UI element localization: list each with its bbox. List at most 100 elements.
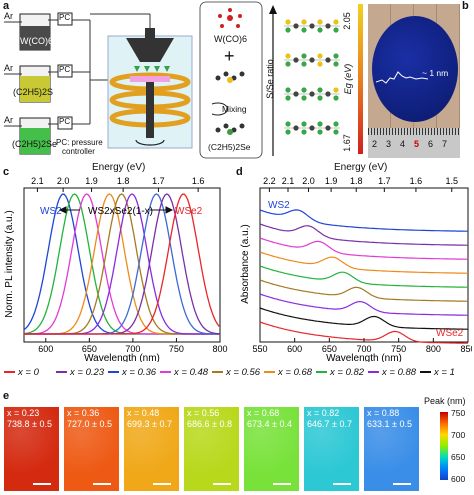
d-etick-label-5: 1.7 xyxy=(378,176,391,186)
legend-swatch xyxy=(316,371,327,374)
legend-swatch xyxy=(212,371,223,374)
legend-swatch xyxy=(56,371,67,374)
pl-map-tile: x = 0.48 699.3 ± 0.7 xyxy=(124,407,179,491)
bottle-diethylselenide xyxy=(19,117,51,155)
gas-label-1: Ar xyxy=(4,11,13,21)
tile-peak: 633.1 ± 0.5 xyxy=(367,419,412,429)
legend-item-5: x = 0.68 xyxy=(264,364,312,382)
c-xtick-label-2: 700 xyxy=(125,344,140,354)
tile-composition: x = 0.36 xyxy=(67,408,100,418)
d-curve-5 xyxy=(259,279,468,302)
eg-gradient-bar xyxy=(358,4,363,154)
c-energy-label: Energy (eV) xyxy=(92,162,146,173)
d-xlabel: Wavelength (nm) xyxy=(326,353,402,362)
d-etick-label-0: 2.2 xyxy=(263,176,276,186)
d-etick-label-1: 2.1 xyxy=(282,176,295,186)
c-etick-label-2: 1.9 xyxy=(85,176,98,186)
legend-label: x = 0.23 xyxy=(70,367,105,378)
tile-label: x = 0.48 699.3 ± 0.7 xyxy=(127,408,172,430)
d-energy-label: Energy (eV) xyxy=(334,162,388,173)
molecule-diethylsulfide xyxy=(215,71,245,83)
tile-label: x = 0.36 727.0 ± 0.5 xyxy=(67,408,112,430)
d-curve-7 xyxy=(259,307,468,330)
eg-axis-label: Eg (eV) xyxy=(343,63,353,95)
legend-item-4: x = 0.56 xyxy=(212,364,260,382)
d-curve-4 xyxy=(259,265,468,288)
c-energy-ticks: 2.1 2.0 1.9 1.8 1.7 1.6 xyxy=(31,176,204,192)
bottle-wco6 xyxy=(19,13,51,51)
legend-swatch xyxy=(4,371,15,374)
eg-top-value: 2.05 xyxy=(341,12,352,30)
mixing-label: Mixing xyxy=(222,104,247,114)
d-etick-label-2: 2.0 xyxy=(302,176,315,186)
cbar-tick-750: 750 xyxy=(451,408,466,418)
d-ylabel: Absorbance (a.u.) xyxy=(240,224,251,304)
tile-composition: x = 0.88 xyxy=(367,408,400,418)
c-mid-material: WS2xSe2(1-x) xyxy=(88,206,153,217)
legend-label: x = 0.68 xyxy=(278,367,313,378)
legend-item-2: x = 0.36 xyxy=(108,364,156,382)
pc-valve-2: PC xyxy=(59,65,71,74)
precursor-label-2: (C2H5)2S xyxy=(13,87,54,97)
molecule-wco6 xyxy=(218,8,242,28)
d-etick-label-7: 1.5 xyxy=(445,176,458,186)
legend-label: x = 1 xyxy=(434,367,455,378)
ruler-num-3: 3 xyxy=(386,139,392,149)
d-etick-label-4: 1.8 xyxy=(350,176,363,186)
panel-c-label: c xyxy=(3,166,10,178)
ratio-label: S/Se ratio xyxy=(265,59,275,99)
ruler-ticks xyxy=(368,128,460,135)
d-curves xyxy=(259,209,468,344)
d-curve-2 xyxy=(259,237,468,260)
wafer-disk xyxy=(372,16,458,122)
d-xtick-label-2: 650 xyxy=(322,344,337,354)
tile-composition: x = 0.82 xyxy=(307,408,340,418)
eg-bottom-value: 1.67 xyxy=(341,134,352,152)
d-xtick-label-0: 550 xyxy=(252,344,267,354)
pc-note-2: controller xyxy=(62,147,95,156)
tile-label: x = 0.23 738.8 ± 0.5 xyxy=(7,408,52,430)
pc-note-1: PC: pressure xyxy=(56,138,103,147)
d-xtick-label-3: 700 xyxy=(356,344,371,354)
legend-swatch xyxy=(160,371,171,374)
d-energy-ticks: 2.2 2.1 2.0 1.9 1.8 1.7 1.6 1.5 xyxy=(263,176,458,192)
pl-map-tile: x = 0.23 738.8 ± 0.5 xyxy=(4,407,59,491)
c-left-material: WS2 xyxy=(40,206,62,217)
tile-label: x = 0.88 633.1 ± 0.5 xyxy=(367,408,412,430)
legend-swatch xyxy=(108,371,119,374)
gas-label-2: Ar xyxy=(4,63,13,73)
legend-swatch xyxy=(264,371,275,374)
gas-label-3: Ar xyxy=(4,115,13,125)
c-xtick-label-0: 600 xyxy=(38,344,53,354)
c-xlabel: Wavelength (nm) xyxy=(84,353,160,362)
tile-peak: 646.7 ± 0.7 xyxy=(307,419,352,429)
legend-label: x = 0.48 xyxy=(174,367,209,378)
pl-map-tile: x = 0.36 727.0 ± 0.5 xyxy=(64,407,119,491)
tile-label: x = 0.82 646.7 ± 0.7 xyxy=(307,408,352,430)
wafer-photo: ~ 1 nm xyxy=(368,4,460,158)
lattice-stack xyxy=(284,19,340,135)
scale-bar xyxy=(273,483,291,485)
chem-wco6: W(CO)6 xyxy=(214,34,247,44)
tile-composition: x = 0.56 xyxy=(187,408,220,418)
chem-plus: + xyxy=(224,46,235,66)
d-curve-3 xyxy=(259,251,468,274)
d-xtick-label-1: 600 xyxy=(287,344,302,354)
legend-item-7: x = 0.88 xyxy=(368,364,416,382)
scale-bar xyxy=(93,483,111,485)
c-etick-label-3: 1.8 xyxy=(117,176,130,186)
ruler-num-5: 5 xyxy=(414,139,420,149)
d-bottom-material: WSe2 xyxy=(436,328,464,339)
c-curve-8 xyxy=(24,193,220,335)
ruler-num-4: 4 xyxy=(400,139,406,149)
ruler xyxy=(368,128,460,158)
ruler-num-2: 2 xyxy=(372,139,378,149)
tile-peak: 673.4 ± 0.4 xyxy=(247,419,292,429)
c-etick-label-0: 2.1 xyxy=(31,176,44,186)
tile-composition: x = 0.48 xyxy=(127,408,160,418)
ruler-num-7: 7 xyxy=(442,139,448,149)
legend-label: x = 0.88 xyxy=(382,367,417,378)
pl-map-tile: x = 0.68 673.4 ± 0.4 xyxy=(244,407,299,491)
panel-a-label: a xyxy=(3,0,10,12)
molecule-diethylselenide xyxy=(215,123,245,135)
